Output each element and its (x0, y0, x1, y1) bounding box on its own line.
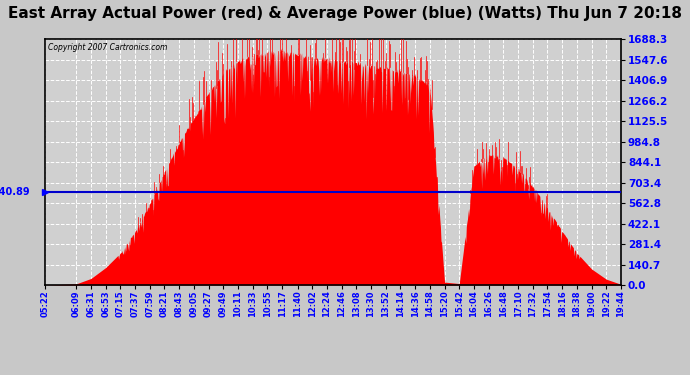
Text: East Array Actual Power (red) & Average Power (blue) (Watts) Thu Jun 7 20:18: East Array Actual Power (red) & Average … (8, 6, 682, 21)
Text: 640.89: 640.89 (0, 187, 30, 197)
Text: Copyright 2007 Cartronics.com: Copyright 2007 Cartronics.com (48, 43, 167, 52)
